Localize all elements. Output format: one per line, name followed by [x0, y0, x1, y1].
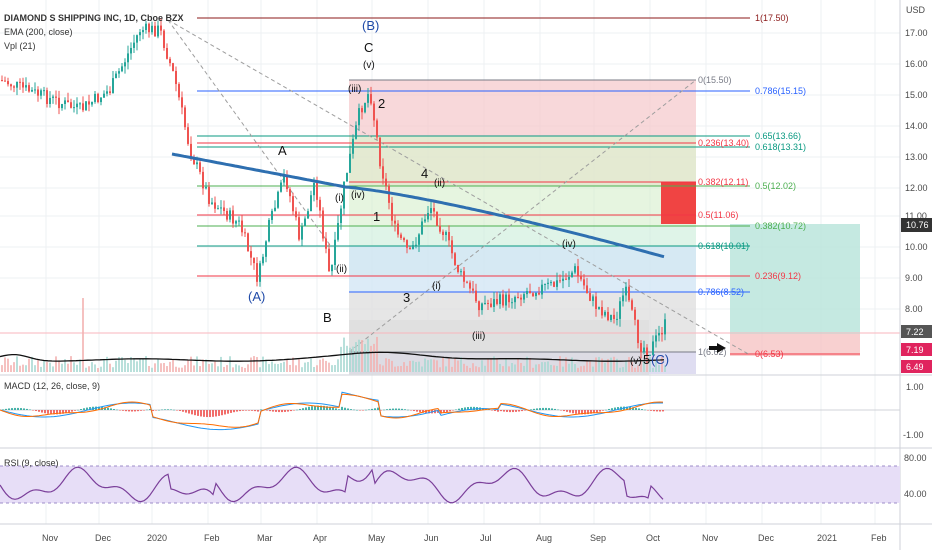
- y-tick: 13.00: [905, 152, 928, 162]
- y-tick: 12.00: [905, 183, 928, 193]
- wave-label: (iii): [348, 84, 361, 95]
- vpl-legend: Vpl (21): [4, 41, 36, 51]
- wave-label: (B): [362, 18, 379, 33]
- y-tick: 9.00: [905, 273, 923, 283]
- vpl-line: [0, 351, 665, 362]
- fib-label: 0.5(12.02): [755, 181, 796, 191]
- y-tick: 14.00: [905, 121, 928, 131]
- wave-label: (v): [363, 60, 375, 71]
- candlesticks: [1, 18, 666, 363]
- macd-tick: 1.00: [906, 382, 924, 392]
- fib-lines: [0, 17, 900, 355]
- price-badge-a: 7.22: [906, 327, 924, 337]
- x-tick: 2021: [817, 533, 837, 543]
- y-tick: 15.00: [905, 90, 928, 100]
- wave-label: 4: [421, 166, 428, 181]
- fib-label: 1(6.62): [698, 347, 727, 357]
- x-tick: May: [368, 533, 386, 543]
- x-tick: Nov: [42, 533, 59, 543]
- rsi-band: [0, 466, 900, 503]
- fib-label-top: 1(17.50): [755, 13, 789, 23]
- wave-label: (ii): [434, 178, 445, 189]
- wave-label: B: [323, 310, 332, 325]
- wave-label: (A): [248, 289, 265, 304]
- price-axis: USD 17.00 16.00 15.00 14.00 13.00 12.00 …: [901, 5, 932, 499]
- last-price: 10.76: [906, 220, 929, 230]
- x-tick: Oct: [646, 533, 661, 543]
- macd-tick: -1.00: [903, 430, 924, 440]
- symbol-title: DIAMOND S SHIPPING INC, 1D, Cboe BZX: [4, 13, 184, 23]
- fib-label: 0.236(13.40): [698, 138, 749, 148]
- fib-label: 0.236(9.12): [755, 271, 801, 281]
- fib-labels: 1(17.50) 0(15.50) 0.786(15.15) 0.65(13.6…: [698, 13, 806, 359]
- y-tick: 16.00: [905, 59, 928, 69]
- currency-label: USD: [906, 5, 926, 15]
- fib-label: 0.786(15.15): [755, 86, 806, 96]
- x-tick: Apr: [313, 533, 327, 543]
- fib-label: 0.382(12.11): [698, 177, 748, 187]
- volume-bars: [1, 298, 666, 372]
- rsi-legend: RSI (9, close): [4, 458, 59, 468]
- y-tick: 11.00: [905, 211, 927, 221]
- wave-label: 2: [378, 96, 385, 111]
- fib-label: 0.65(13.66): [755, 131, 801, 141]
- wave-label: 3: [403, 290, 410, 305]
- last-price-badge: [901, 218, 932, 232]
- wave-label: C: [364, 40, 373, 55]
- fib-label: 0(15.50): [698, 75, 732, 85]
- x-tick: Jul: [480, 533, 492, 543]
- fib-label: 0.5(11.06): [698, 210, 738, 220]
- wave-labels: (B) C (v) (iii) 2 A (iv) (i) 4 (ii) 1 (i…: [248, 18, 669, 367]
- wave-label: (iv): [351, 190, 365, 201]
- x-tick: Dec: [95, 533, 112, 543]
- x-tick: Mar: [257, 533, 273, 543]
- y-tick: 8.00: [905, 304, 923, 314]
- x-tick: Dec: [758, 533, 775, 543]
- fib-label: 0.382(10.72): [755, 221, 806, 231]
- wave-label: (iv): [562, 239, 576, 250]
- wave-label: (C): [651, 352, 669, 367]
- fib-label: 0.786(8.52): [698, 287, 744, 297]
- arrow-left-icon: [709, 343, 726, 353]
- time-axis: Nov Dec 2020 Feb Mar Apr May Jun Jul Aug…: [42, 533, 887, 543]
- wave-label: A: [278, 143, 287, 158]
- wave-label: (i): [335, 193, 344, 204]
- x-tick: Aug: [536, 533, 552, 543]
- ema-line: [171, 152, 665, 259]
- fib-label: 0(6.53): [755, 349, 784, 359]
- wave-label: (v): [630, 356, 642, 367]
- x-tick: Feb: [871, 533, 887, 543]
- fib-label: 0.618(10.01): [698, 241, 749, 251]
- wave-label: 1: [373, 209, 380, 224]
- macd-pane: [0, 391, 900, 431]
- rsi-tick: 80.00: [904, 453, 927, 463]
- rsi-tick: 40.00: [904, 489, 927, 499]
- x-tick: Jun: [424, 533, 439, 543]
- wave-label: (iii): [472, 331, 485, 342]
- chart-header: DIAMOND S SHIPPING INC, 1D, Cboe BZX EMA…: [4, 13, 184, 51]
- wave-label: (ii): [336, 264, 347, 275]
- x-tick: Nov: [702, 533, 719, 543]
- x-tick: 2020: [147, 533, 167, 543]
- wave-label: (i): [432, 281, 441, 292]
- x-tick: Feb: [204, 533, 220, 543]
- trend-lines: [167, 19, 751, 356]
- ema-legend: EMA (200, close): [4, 27, 73, 37]
- fib-label: 0.618(13.31): [755, 142, 806, 152]
- price-badge-b: 7.19: [906, 345, 924, 355]
- x-tick: Sep: [590, 533, 606, 543]
- y-tick: 17.00: [905, 28, 928, 38]
- macd-legend: MACD (12, 26, close, 9): [4, 381, 100, 391]
- wave-label: 5: [643, 352, 650, 367]
- y-tick: 10.00: [905, 242, 928, 252]
- price-badge-c: 6.49: [906, 362, 924, 372]
- rsi-line: [0, 466, 664, 504]
